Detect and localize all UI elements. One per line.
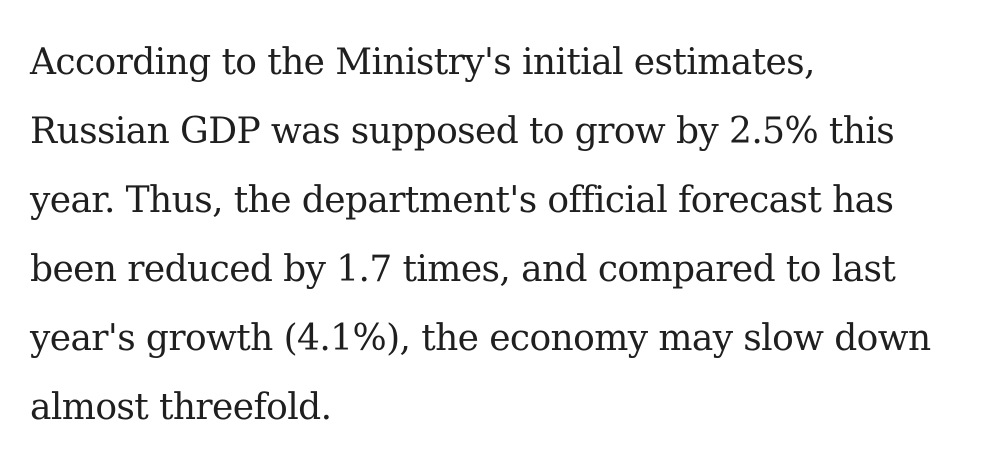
paragraph-line-2: Russian GDP was supposed to grow by 2.5%… bbox=[30, 111, 895, 152]
article-paragraph: According to the Ministry's initial esti… bbox=[30, 28, 980, 442]
paragraph-line-3: year. Thus, the department's official fo… bbox=[30, 180, 894, 221]
paragraph-line-5: year's growth (4.1%), the economy may sl… bbox=[30, 318, 931, 359]
paragraph-line-4: been reduced by 1.7 times, and compared … bbox=[30, 249, 896, 290]
paragraph-line-6: almost threefold. bbox=[30, 387, 332, 428]
paragraph-line-1: According to the Ministry's initial esti… bbox=[30, 42, 815, 83]
